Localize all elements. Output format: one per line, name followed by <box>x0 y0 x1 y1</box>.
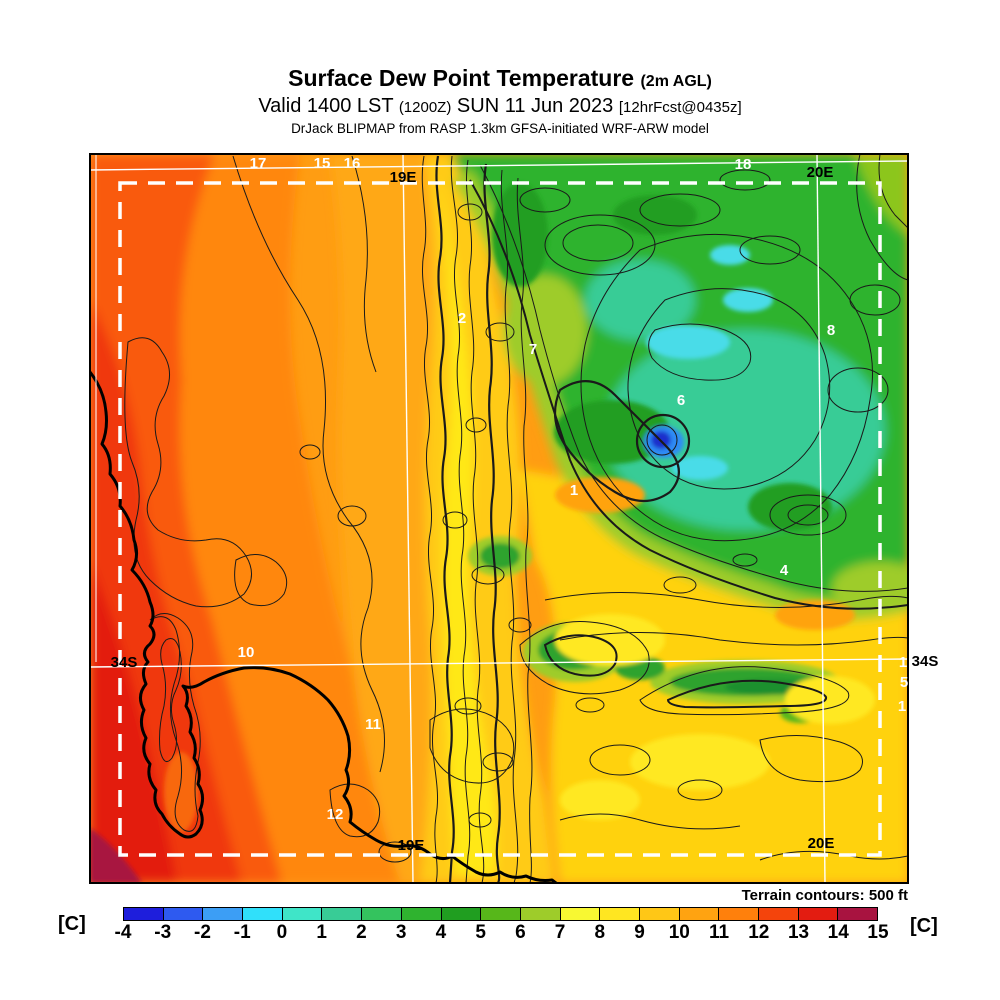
contour-label: 18 <box>735 156 752 173</box>
contour-value-labels: 17 15 16 18 2 7 8 6 1 4 10 11 12 1 5 1 <box>238 155 909 823</box>
colorbar-segment-15 <box>719 908 759 920</box>
model-domain-boundary <box>118 181 882 857</box>
terrain-contours-note: Terrain contours: 500 ft <box>741 887 908 904</box>
contour-label: 16 <box>344 155 361 172</box>
grid-label-20e-bottom: 20E <box>808 835 835 852</box>
contour-label: 17 <box>250 155 267 172</box>
header: Surface Dew Point Temperature (2m AGL) V… <box>0 65 1000 137</box>
grid-label-20e-top: 20E <box>807 164 834 181</box>
latlon-grid <box>90 154 908 883</box>
colorbar-segment-16 <box>759 908 799 920</box>
colorbar-segment-6 <box>362 908 402 920</box>
contour-label: 5 <box>900 674 908 691</box>
colorbar-segment-9 <box>481 908 521 920</box>
valid-time: Valid 1400 LST <box>258 94 394 117</box>
colorbar-segment-11 <box>560 908 601 920</box>
contour-label: 1 <box>570 482 578 499</box>
contour-label: 2 <box>458 310 466 327</box>
colorbar-segment-0 <box>124 908 164 920</box>
colorbar-segment-4 <box>282 908 323 920</box>
contour-label: 11 <box>365 716 381 733</box>
contour-label: 6 <box>677 392 685 409</box>
title-text: Surface Dew Point Temperature <box>288 65 635 91</box>
terrain-contours <box>124 154 908 883</box>
page-title: Surface Dew Point Temperature (2m AGL) <box>0 65 1000 92</box>
colorbar-segment-18 <box>838 908 878 920</box>
colorbar-unit-left: [C] <box>58 913 86 935</box>
title-suffix: (2m AGL) <box>640 73 712 90</box>
coastline <box>90 371 559 883</box>
grid-label-34s-left: 34S <box>111 654 138 671</box>
colorbar-segment-7 <box>401 908 442 920</box>
grid-labels: 19E 20E 19E 20E 34S 34S <box>111 164 939 854</box>
colorbar-segment-3 <box>243 908 283 920</box>
contour-label: 7 <box>529 341 537 358</box>
colorbar-unit-right: [C] <box>910 915 938 937</box>
colorbar-segment-1 <box>163 908 204 920</box>
colorbar-segment-10 <box>520 908 561 920</box>
contour-label: 4 <box>780 562 789 579</box>
valid-zulu: (1200Z) <box>398 98 452 116</box>
contour-label: 10 <box>238 644 255 661</box>
valid-line: Valid 1400 LST (1200Z) SUN 11 Jun 2023 [… <box>0 95 1000 117</box>
colorbar-segment-8 <box>441 908 482 920</box>
grid-label-19e-bottom: 19E <box>398 837 425 854</box>
colorbar-segment-5 <box>322 908 363 920</box>
colorbar <box>123 907 878 921</box>
contour-label: 12 <box>327 806 344 823</box>
colorbar-segment-17 <box>798 908 839 920</box>
forecast-tag: [12hrFcst@0435z] <box>618 98 742 116</box>
map-fill-layers <box>90 154 908 883</box>
colorbar-segment-12 <box>600 908 640 920</box>
contour-label: 1 <box>899 654 907 671</box>
colorbar-segment-14 <box>679 908 720 920</box>
contour-label: 1 <box>898 698 906 715</box>
colorbar-segment-2 <box>203 908 244 920</box>
grid-label-34s-right: 34S <box>912 653 939 670</box>
colorbar-segment-13 <box>639 908 680 920</box>
model-line: DrJack BLIPMAP from RASP 1.3km GFSA-init… <box>291 121 709 137</box>
grid-label-19e-top: 19E <box>390 169 417 186</box>
contour-label: 8 <box>827 322 835 339</box>
valid-date: SUN 11 Jun 2023 <box>456 94 614 117</box>
contour-label: 15 <box>314 155 331 172</box>
map-border <box>89 153 909 884</box>
